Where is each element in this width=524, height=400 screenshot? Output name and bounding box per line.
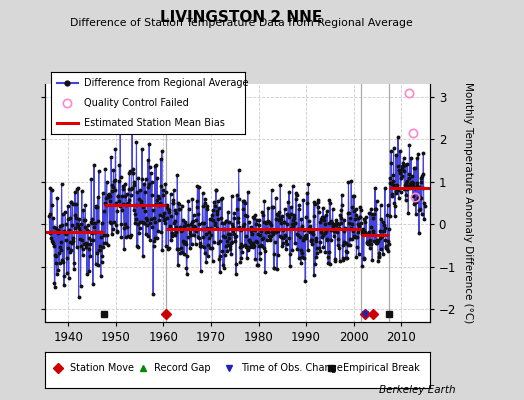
Text: Estimated Station Mean Bias: Estimated Station Mean Bias xyxy=(84,118,225,128)
Text: Time of Obs. Change: Time of Obs. Change xyxy=(241,363,343,373)
Text: Difference from Regional Average: Difference from Regional Average xyxy=(84,78,248,88)
Text: Station Move: Station Move xyxy=(70,363,134,373)
Text: Empirical Break: Empirical Break xyxy=(343,363,420,373)
Y-axis label: Monthly Temperature Anomaly Difference (°C): Monthly Temperature Anomaly Difference (… xyxy=(463,82,473,324)
Text: LIVINGSTON 2 NNE: LIVINGSTON 2 NNE xyxy=(160,10,322,25)
Text: Difference of Station Temperature Data from Regional Average: Difference of Station Temperature Data f… xyxy=(70,18,412,28)
Text: Berkeley Earth: Berkeley Earth xyxy=(379,385,456,395)
Text: Record Gap: Record Gap xyxy=(154,363,211,373)
Text: Quality Control Failed: Quality Control Failed xyxy=(84,98,189,108)
